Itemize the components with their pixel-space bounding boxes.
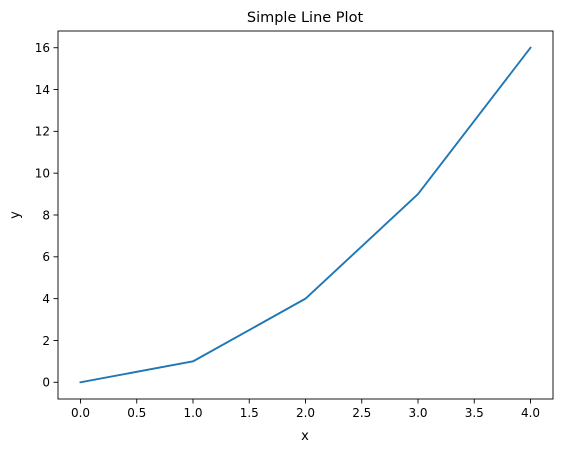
x-tick-label: 0.5 [127, 406, 146, 420]
y-axis-ticks: 0 2 4 6 8 10 12 14 16 [35, 41, 58, 390]
x-tick-label: 1.0 [183, 406, 202, 420]
y-tick-label: 2 [42, 334, 50, 348]
y-tick-label: 0 [42, 376, 50, 390]
x-tick-label: 1.5 [240, 406, 259, 420]
x-tick-label: 3.5 [465, 406, 484, 420]
series-line-0 [81, 48, 531, 383]
y-tick-label: 6 [42, 250, 50, 264]
x-tick-label: 4.0 [521, 406, 540, 420]
x-tick-label: 3.0 [408, 406, 427, 420]
y-tick-label: 16 [35, 41, 50, 55]
plot-frame [58, 31, 553, 399]
y-tick-label: 10 [35, 166, 50, 180]
y-tick-label: 8 [42, 208, 50, 222]
x-tick-label: 2.0 [296, 406, 315, 420]
x-tick-label: 0.0 [71, 406, 90, 420]
y-tick-label: 12 [35, 125, 50, 139]
chart-title: Simple Line Plot [247, 10, 364, 26]
x-axis-ticks: 0.0 0.5 1.0 1.5 2.0 2.5 3.0 3.5 4.0 [71, 399, 540, 420]
series-layer [80, 48, 530, 383]
x-tick-label: 2.5 [352, 406, 371, 420]
x-axis-label: x [301, 429, 309, 444]
y-axis-label: y [8, 211, 23, 219]
y-tick-label: 4 [42, 292, 50, 306]
y-tick-label: 14 [35, 83, 50, 97]
